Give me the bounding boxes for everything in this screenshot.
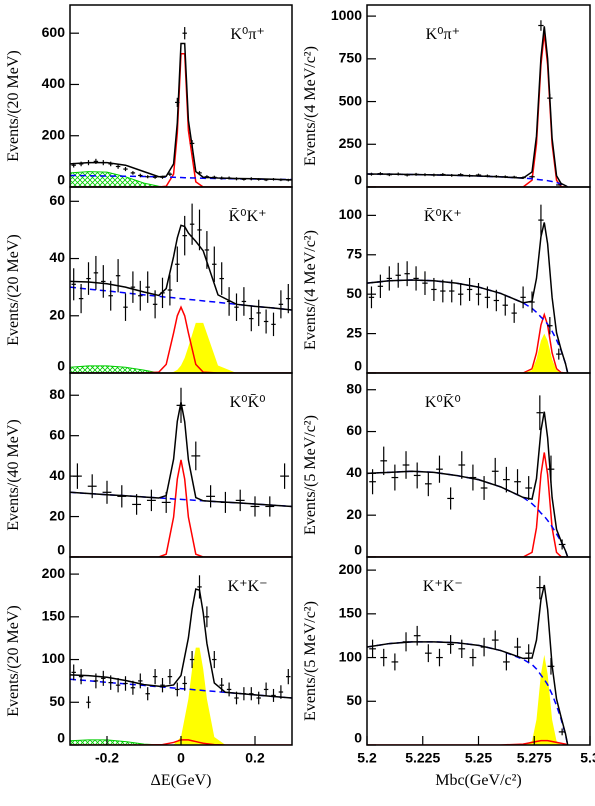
fit-curve <box>367 26 569 187</box>
y-tick-label: 200 <box>339 561 363 577</box>
y-tick-label: 0 <box>57 542 65 558</box>
panel-label: K⁰π⁺ <box>426 26 461 43</box>
fit-area <box>367 654 568 745</box>
y-tick-label: 750 <box>339 50 363 66</box>
y-tick-label: 60 <box>346 422 362 438</box>
y-axis-title: Events/(4 MeV/c²) <box>302 46 319 166</box>
y-tick-label: 20 <box>49 306 65 322</box>
y-tick-label: 20 <box>49 507 65 523</box>
panel-label: K⁰K̄⁰ <box>425 394 461 411</box>
y-tick-label: 150 <box>42 608 66 624</box>
y-tick-label: 0 <box>354 172 362 188</box>
x-tick-label: 0.2 <box>245 750 265 766</box>
y-tick-label: 80 <box>346 380 362 396</box>
y-axis-title: Events/(40 MeV) <box>5 419 22 531</box>
plot-area <box>367 20 569 187</box>
y-tick-label: 40 <box>49 249 65 265</box>
x-tick-label: 0 <box>177 750 185 766</box>
y-tick-label: 25 <box>346 324 362 340</box>
x-axis-title: Mbc(GeV/c²) <box>435 772 522 789</box>
y-tick-label: 250 <box>339 135 363 151</box>
y-tick-label: 75 <box>346 245 362 261</box>
x-axis-title: ΔE(GeV) <box>151 772 212 789</box>
plot-area <box>70 575 292 745</box>
y-tick-label: 100 <box>42 650 66 666</box>
panel-label: K⁰K̄⁰ <box>230 394 266 411</box>
panel-label: K̄⁰K⁺ <box>229 208 267 225</box>
y-tick-label: 20 <box>346 506 362 522</box>
panel-label: K⁺K⁻ <box>423 578 463 595</box>
y-axis-title: Events/(20 MeV) <box>5 50 22 162</box>
fit-curve <box>367 33 568 187</box>
y-tick-label: 0 <box>354 730 362 746</box>
fit-curve <box>367 452 568 557</box>
y-tick-label: 0 <box>57 730 65 746</box>
y-tick-label: 60 <box>49 426 65 442</box>
y-tick-label: 0 <box>57 358 65 374</box>
y-tick-label: 400 <box>42 75 66 91</box>
fit-area <box>70 739 292 745</box>
fit-curve <box>70 174 292 181</box>
y-tick-label: 100 <box>339 206 363 222</box>
y-tick-label: 50 <box>346 285 362 301</box>
y-tick-label: 200 <box>42 126 66 142</box>
y-axis-title: Events/(20 MeV) <box>5 234 22 346</box>
y-tick-label: 40 <box>346 464 362 480</box>
x-tick-label: 5.225 <box>405 750 440 766</box>
y-tick-label: 600 <box>42 24 66 40</box>
plot-area <box>70 27 292 187</box>
y-tick-label: 0 <box>354 358 362 374</box>
x-tick-label: 5.275 <box>517 750 552 766</box>
y-tick-label: 100 <box>339 648 363 664</box>
y-tick-label: 50 <box>49 693 65 709</box>
plot-area <box>367 395 569 557</box>
fit-curve <box>70 459 292 557</box>
fit-curve <box>367 411 569 557</box>
fit-curve <box>70 52 292 187</box>
x-tick-label: 5.2 <box>357 750 377 766</box>
y-tick-label: 0 <box>354 542 362 558</box>
plot-area <box>367 204 569 373</box>
y-tick-label: 200 <box>42 565 66 581</box>
fit-curve <box>367 222 569 373</box>
panel-label: K⁰π⁺ <box>230 26 265 43</box>
y-tick-label: 80 <box>49 386 65 402</box>
plot-area <box>367 575 569 745</box>
panel-label: K⁺K⁻ <box>228 578 268 595</box>
y-tick-label: 1000 <box>331 7 362 23</box>
x-tick-label: 5.3 <box>580 750 595 766</box>
fit-area <box>70 171 292 187</box>
fit-curve <box>70 588 292 699</box>
y-axis-title: Events/(5 MeV/c²) <box>302 415 319 535</box>
plot-area <box>70 203 292 373</box>
y-axis-title: Events/(4 MeV/c²) <box>302 230 319 350</box>
fit-curve <box>70 739 292 745</box>
plot-area <box>70 387 292 557</box>
x-tick-label: -0.2 <box>95 750 119 766</box>
y-axis-title: Events/(5 MeV/c²) <box>302 601 319 721</box>
y-tick-label: 0 <box>57 172 65 188</box>
fit-area <box>367 333 568 373</box>
x-tick-label: 5.25 <box>465 750 492 766</box>
fit-curve <box>70 305 292 373</box>
fit-curve <box>367 312 568 373</box>
fit-area <box>70 365 292 373</box>
y-axis-title: Events/(20 MeV) <box>5 605 22 717</box>
y-tick-label: 500 <box>339 92 363 108</box>
y-tick-label: 40 <box>49 467 65 483</box>
y-tick-label: 60 <box>49 192 65 208</box>
frame <box>366 556 591 746</box>
fit-curve <box>367 584 569 745</box>
panel-label: K̄⁰K⁺ <box>424 208 462 225</box>
frame <box>366 4 591 188</box>
y-tick-label: 150 <box>339 605 363 621</box>
fit-curve <box>70 286 292 311</box>
y-tick-label: 50 <box>346 692 362 708</box>
